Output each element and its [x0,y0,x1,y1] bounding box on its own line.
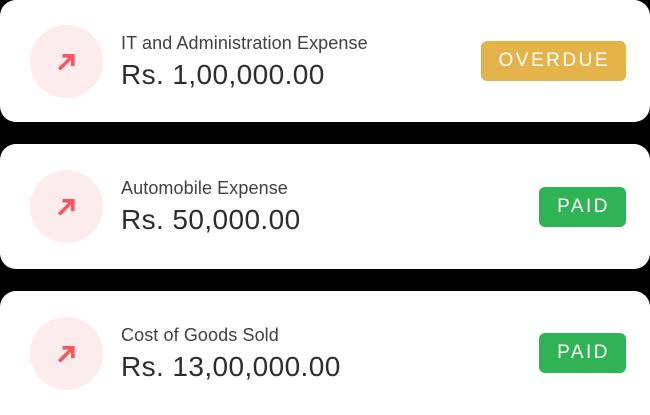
status-badge: OVERDUE [480,41,626,81]
expense-amount: Rs. 50,000.00 [121,204,301,235]
arrow-up-right-icon [53,48,80,75]
arrow-up-right-icon [53,193,80,220]
expense-title: Automobile Expense [121,178,288,198]
status-badge: PAID [539,333,626,373]
status-badge: PAID [539,186,626,227]
expense-amount: Rs. 1,00,000.00 [121,58,325,90]
expense-card[interactable]: IT and Administration Expense Rs. 1,00,0… [0,0,650,122]
expense-amount: Rs. 13,00,000.00 [121,350,341,382]
expense-title: IT and Administration Expense [121,32,368,53]
expense-card[interactable]: Automobile Expense Rs. 50,000.00 PAID [0,144,650,269]
expense-icon-circle [30,316,103,390]
expense-text-block: IT and Administration Expense Rs. 1,00,0… [121,32,368,91]
expense-card[interactable]: Cost of Goods Sold Rs. 13,00,000.00 PAID [0,291,650,415]
expense-text-block: Automobile Expense Rs. 50,000.00 [121,177,301,236]
expense-icon-circle [30,170,103,243]
expense-icon-circle [30,24,103,98]
arrow-up-right-icon [53,340,80,367]
expense-text-block: Cost of Goods Sold Rs. 13,00,000.00 [121,324,341,383]
expense-title: Cost of Goods Sold [121,324,279,345]
